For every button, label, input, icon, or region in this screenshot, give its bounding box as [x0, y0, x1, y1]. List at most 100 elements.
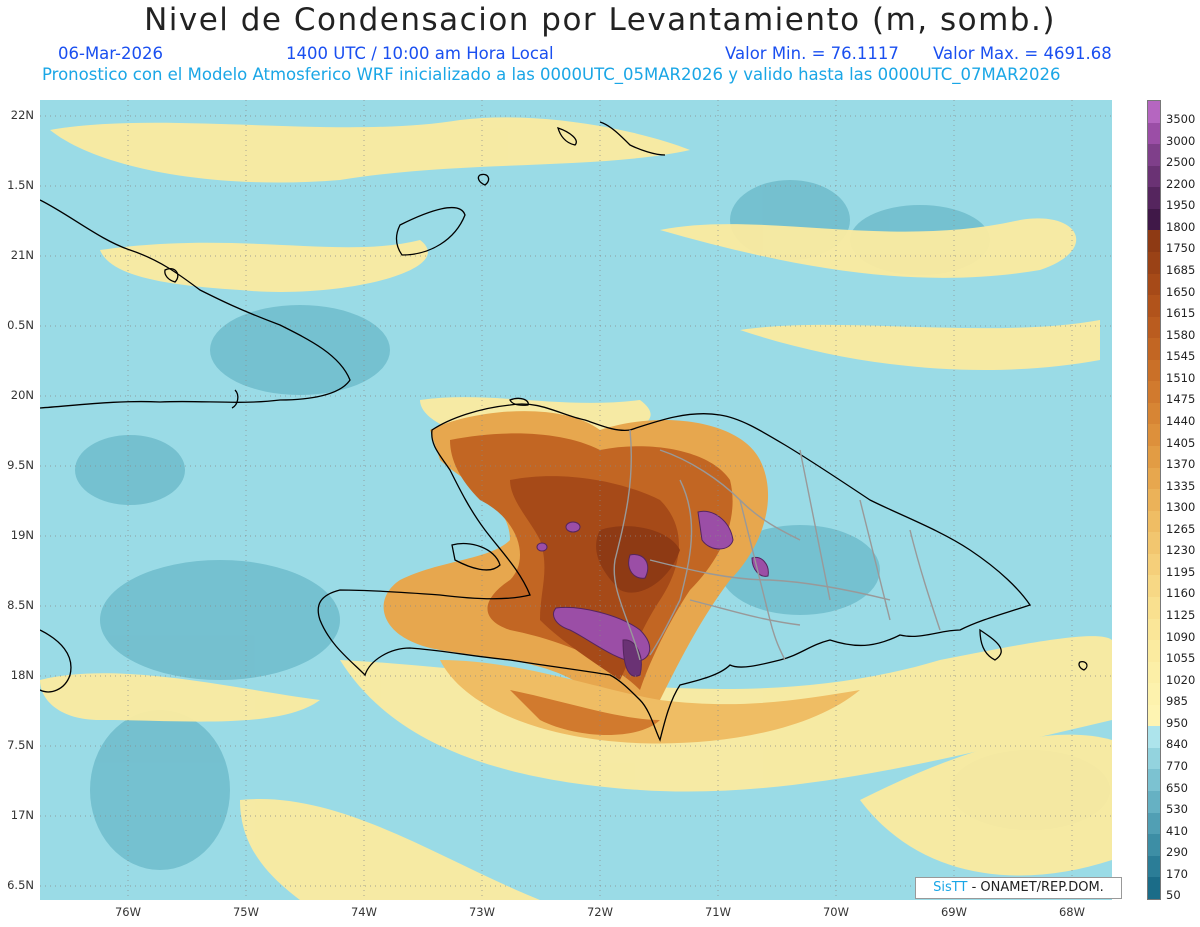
lat-tick: 6.5N: [7, 878, 34, 892]
colorbar: [1147, 100, 1161, 900]
colorbar-segment: [1148, 532, 1160, 554]
colorbar-segment: [1148, 446, 1160, 468]
colorbar-label: 1650: [1166, 284, 1196, 299]
colorbar-label: 290: [1166, 845, 1188, 860]
lon-tick: 70W: [822, 905, 849, 919]
lat-tick: 21N: [10, 248, 34, 262]
colorbar-label: 1545: [1166, 349, 1196, 364]
colorbar-segment: [1148, 230, 1160, 252]
colorbar-label: 1405: [1166, 435, 1196, 450]
lon-tick: 73W: [468, 905, 495, 919]
colorbar-label: 650: [1166, 780, 1188, 795]
colorbar-segment: [1148, 575, 1160, 597]
colorbar-label: 1370: [1166, 457, 1196, 472]
value-max: Valor Max. = 4691.68: [933, 44, 1112, 63]
colorbar-label: 1335: [1166, 478, 1196, 493]
peak-lcl-areas: [536, 510, 769, 677]
lat-tick: 9.5N: [7, 458, 34, 472]
model-info: Pronostico con el Modelo Atmosferico WRF…: [42, 65, 1061, 84]
colorbar-label: 1195: [1166, 564, 1196, 579]
colorbar-label: 1125: [1166, 608, 1196, 623]
lon-tick: 69W: [940, 905, 967, 919]
lat-tick: 0.5N: [7, 318, 34, 332]
colorbar-label: 170: [1166, 866, 1188, 881]
map-svg: [40, 100, 1112, 900]
colorbar-label: 2200: [1166, 176, 1196, 191]
lat-tick: 17N: [10, 808, 34, 822]
colorbar-segment: [1148, 596, 1160, 619]
colorbar-label: 410: [1166, 823, 1188, 838]
colorbar-segment: [1148, 424, 1160, 446]
lon-tick: 72W: [586, 905, 613, 919]
gonave-coast: [451, 542, 501, 571]
colorbar-segment: [1148, 661, 1160, 684]
colorbar-segment: [1148, 101, 1160, 123]
lat-tick: 19N: [10, 528, 34, 542]
colorbar-segment: [1148, 510, 1160, 533]
colorbar-segment: [1148, 747, 1160, 770]
colorbar-segment: [1148, 640, 1160, 662]
lat-tick: 1.5N: [7, 178, 34, 192]
lat-tick: 18N: [10, 668, 34, 682]
colorbar-label: 1440: [1166, 413, 1196, 428]
credit-text: - ONAMET/REP.DOM.: [967, 880, 1104, 895]
hispaniola-coast: [317, 403, 1032, 742]
colorbar-segment: [1148, 791, 1160, 813]
lat-tick: 7.5N: [7, 738, 34, 752]
colorbar-segment: [1148, 187, 1160, 209]
colorbar-label: 1020: [1166, 672, 1196, 687]
colorbar-label: 770: [1166, 759, 1188, 774]
colorbar-label: 1580: [1166, 327, 1196, 342]
credit-box: SisTT - ONAMET/REP.DOM.: [915, 877, 1122, 899]
forecast-time: 1400 UTC / 10:00 am Hora Local: [286, 44, 554, 63]
colorbar-label: 1160: [1166, 586, 1196, 601]
graticule: [40, 100, 1112, 900]
lat-tick: 20N: [10, 388, 34, 402]
colorbar-label: 2500: [1166, 155, 1196, 170]
lat-tick: 22N: [10, 108, 34, 122]
colorbar-segment: [1148, 316, 1160, 339]
colorbar-label: 1265: [1166, 521, 1196, 536]
colorbar-segment: [1148, 855, 1160, 878]
lon-tick: 68W: [1058, 905, 1085, 919]
lon-tick: 71W: [704, 905, 731, 919]
colorbar-segment: [1148, 769, 1160, 791]
colorbar-segment: [1148, 704, 1160, 727]
forecast-date: 06-Mar-2026: [58, 44, 163, 63]
jamaica-coast: [40, 629, 72, 693]
colorbar-label: 3500: [1166, 112, 1196, 126]
colorbar-segment: [1148, 877, 1160, 899]
colorbar-label: 1685: [1166, 262, 1196, 277]
cuba-coast: [40, 199, 351, 409]
map-panel: [40, 100, 1112, 900]
credit-brand: SisTT: [933, 880, 968, 895]
colorbar-segment: [1148, 251, 1160, 274]
colorbar-label: 1615: [1166, 306, 1196, 321]
chart-title: Nivel de Condensacion por Levantamiento …: [144, 2, 1056, 38]
colorbar-label: 1300: [1166, 500, 1196, 515]
colorbar-label: 1475: [1166, 392, 1196, 407]
lon-tick: 74W: [350, 905, 377, 919]
colorbar-label: 3000: [1166, 133, 1196, 148]
colorbar-segment: [1148, 295, 1160, 317]
colorbar-segment: [1148, 553, 1160, 576]
colorbar-label: 1230: [1166, 543, 1196, 558]
colorbar-segment: [1148, 359, 1160, 382]
province-borders: [613, 429, 941, 661]
colorbar-segment: [1148, 402, 1160, 425]
colorbar-label: 1090: [1166, 629, 1196, 644]
colorbar-segment: [1148, 338, 1160, 360]
coastlines: [40, 121, 1088, 742]
colorbar-label: 1750: [1166, 241, 1196, 256]
colorbar-label: 50: [1166, 888, 1181, 903]
colorbar-segment: [1148, 122, 1160, 145]
inagua-coast: [395, 206, 466, 256]
colorbar-segment: [1148, 489, 1160, 511]
colorbar-label: 1055: [1166, 651, 1196, 666]
colorbar-segment: [1148, 812, 1160, 835]
value-min: Valor Min. = 76.1117: [725, 44, 899, 63]
colorbar-segment: [1148, 273, 1160, 296]
colorbar-segment: [1148, 683, 1160, 705]
colorbar-label: 530: [1166, 802, 1188, 817]
colorbar-label: 1510: [1166, 370, 1196, 385]
